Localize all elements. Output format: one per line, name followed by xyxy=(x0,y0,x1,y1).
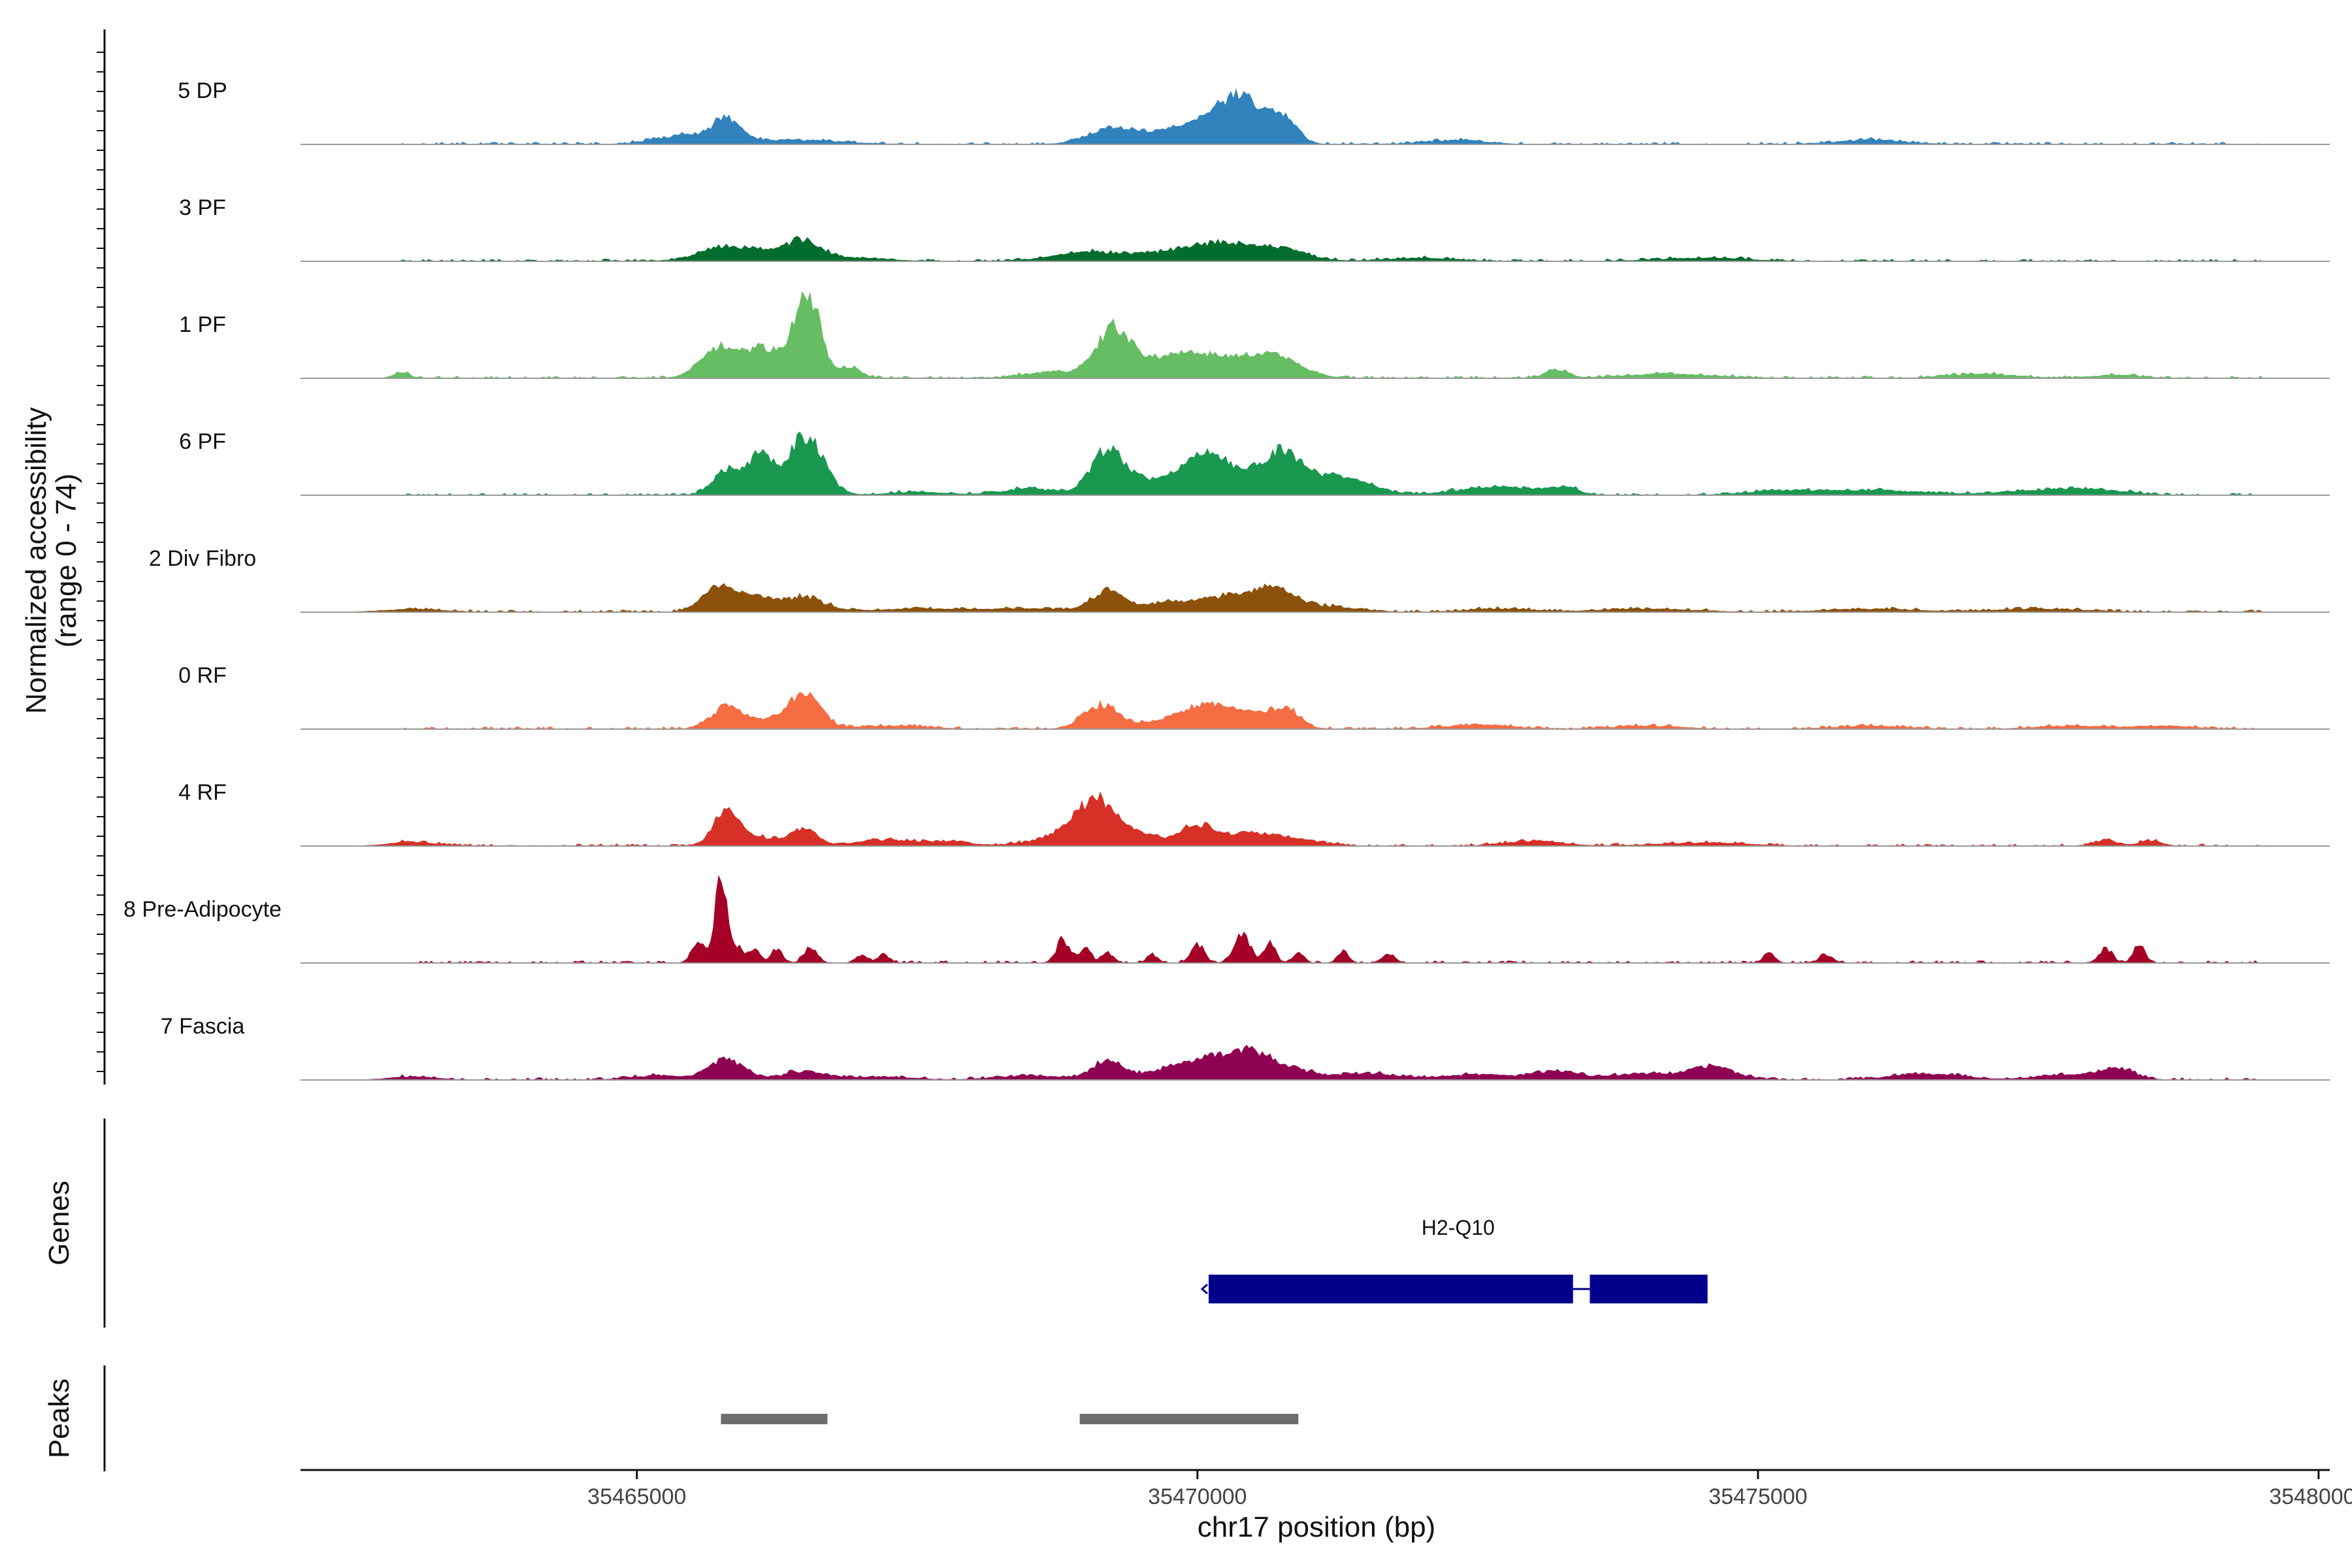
y-axis-title-line-2: (range 0 - 74) xyxy=(50,474,82,648)
coverage-area xyxy=(301,1045,2330,1081)
track-label: 0 RF xyxy=(178,663,227,688)
x-axis-tick-label: 35475000 xyxy=(1708,1484,1807,1509)
coverage-area xyxy=(301,88,2330,145)
x-axis-tick-label: 35480000 xyxy=(2269,1484,2352,1509)
track-label: 3 PF xyxy=(179,195,226,220)
coverage-y-axis-ticks xyxy=(97,52,105,1072)
track-label: 8 Pre-Adipocyte xyxy=(123,897,282,922)
peaks-track-label: Peaks xyxy=(43,1379,75,1458)
track-label: 7 Fascia xyxy=(161,1014,245,1039)
track-label: 5 DP xyxy=(178,78,227,103)
coverage-tracks: 5 DP 3 PF 1 PF 6 PF 2 Div Fibro 0 RF 4 RF 8 Pre… xyxy=(123,78,2330,1081)
genes-track-label: Genes xyxy=(43,1181,75,1266)
track-label: 6 PF xyxy=(179,429,226,454)
coverage-area xyxy=(301,583,2330,613)
track-label: 4 RF xyxy=(178,780,227,805)
coverage-area xyxy=(301,236,2330,262)
peak-track xyxy=(721,1414,1299,1424)
coverage-area xyxy=(301,874,2330,964)
peak-region xyxy=(1079,1414,1299,1424)
y-axis-title: Normalized accessibility (range 0 - 74) xyxy=(20,407,82,713)
gene-label: H2-Q10 xyxy=(1422,1216,1495,1239)
x-axis-tick-label: 35465000 xyxy=(587,1484,686,1509)
gene-exon xyxy=(1208,1275,1573,1303)
coverage-area xyxy=(301,291,2330,379)
x-axis-ticks: 35465000 35470000 35475000 35480000 xyxy=(587,1470,2352,1509)
x-axis-title: chr17 position (bp) xyxy=(1198,1511,1435,1543)
gene-exon xyxy=(1590,1275,1708,1303)
track-label: 2 Div Fibro xyxy=(149,546,256,571)
coverage-area xyxy=(301,691,2330,730)
coverage-area xyxy=(301,791,2330,847)
peak-region xyxy=(721,1414,828,1424)
coverage-area xyxy=(301,431,2330,496)
gene-strand-arrow xyxy=(1200,1283,1208,1295)
x-axis-tick-label: 35470000 xyxy=(1148,1484,1247,1509)
y-axis-title-line-1: Normalized accessibility xyxy=(20,407,52,713)
gene-track: H2-Q10 xyxy=(1200,1216,1708,1303)
track-label: 1 PF xyxy=(179,312,226,337)
